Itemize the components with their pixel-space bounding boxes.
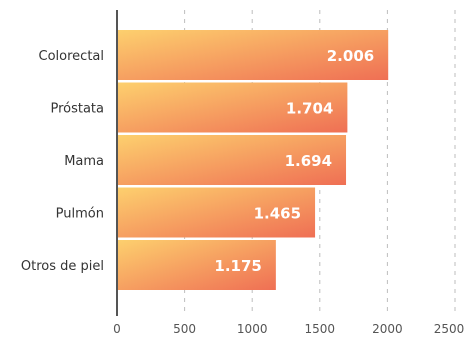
category-label-0: Colorectal bbox=[39, 49, 104, 64]
x-tick-label-500: 500 bbox=[173, 322, 196, 336]
x-tick-labels: 0 500 1000 1500 2000 2500 bbox=[113, 322, 464, 336]
bars: 2.006 1.704 1.694 1.465 1.175 bbox=[117, 30, 389, 290]
bar-2 bbox=[117, 135, 347, 185]
category-label-4: Otros de piel bbox=[21, 259, 104, 274]
x-tick-label-2000: 2000 bbox=[372, 322, 403, 336]
bar-1 bbox=[117, 82, 348, 133]
category-label-2: Mama bbox=[64, 154, 104, 169]
category-labels: Colorectal Próstata Mama Pulmón Otros de pie… bbox=[21, 49, 104, 274]
bar-0 bbox=[117, 30, 389, 80]
bar-3 bbox=[117, 187, 316, 238]
x-tick-label-2500: 2500 bbox=[434, 322, 465, 336]
category-label-1: Próstata bbox=[50, 102, 104, 117]
x-tick-label-1000: 1000 bbox=[237, 322, 268, 336]
x-tick-label-0: 0 bbox=[113, 322, 121, 336]
value-label-4: 1.175 bbox=[214, 257, 261, 275]
value-label-3: 1.465 bbox=[254, 205, 301, 223]
bar-4 bbox=[117, 240, 276, 290]
value-label-1: 1.704 bbox=[286, 100, 333, 118]
x-tick-label-1500: 1500 bbox=[305, 322, 336, 336]
value-label-2: 1.694 bbox=[285, 152, 332, 170]
value-label-0: 2.006 bbox=[327, 47, 374, 65]
category-label-3: Pulmón bbox=[56, 207, 104, 222]
